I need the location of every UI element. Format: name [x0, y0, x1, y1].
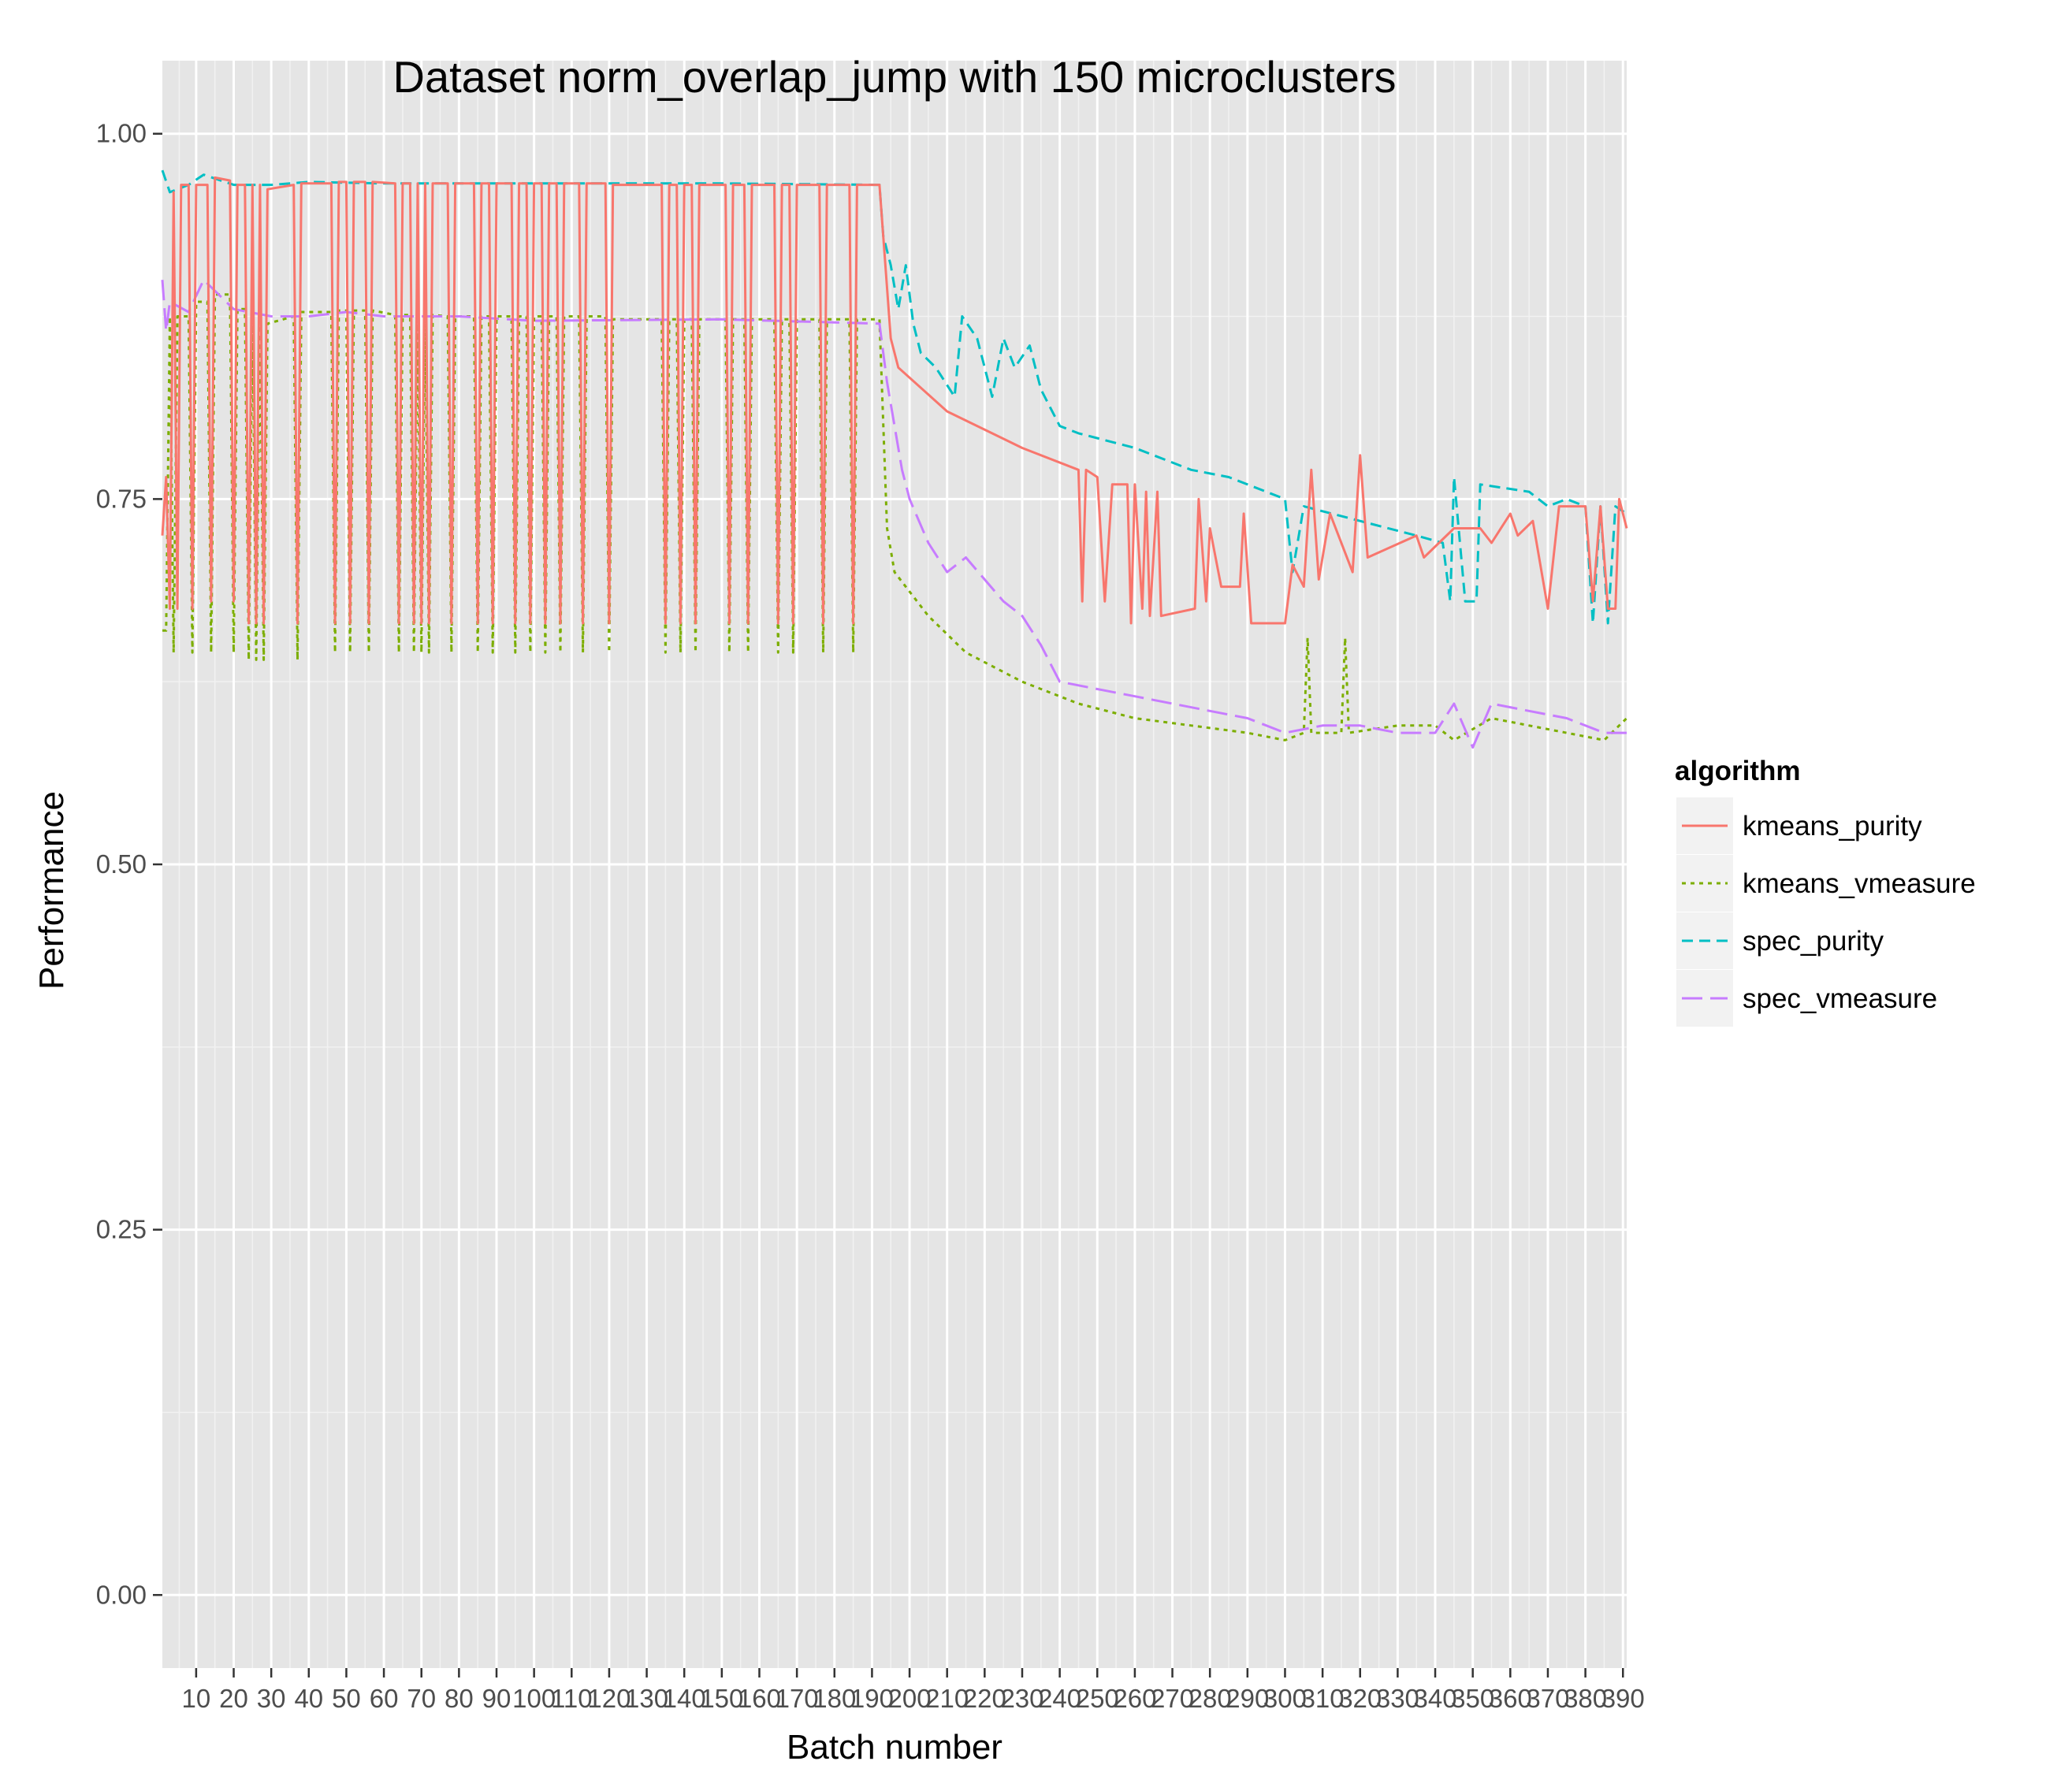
y-tick-label: 0.00 [96, 1580, 147, 1609]
y-tick-label: 1.00 [96, 119, 147, 148]
x-tick-label: 70 [407, 1684, 436, 1713]
legend-label: kmeans_purity [1743, 811, 1922, 842]
x-tick-label: 40 [294, 1684, 323, 1713]
chart-title: Dataset norm_overlap_jump with 150 micro… [393, 52, 1397, 102]
x-tick-label: 310 [1301, 1684, 1345, 1713]
x-tick-label: 260 [1113, 1684, 1156, 1713]
x-tick-label: 60 [370, 1684, 399, 1713]
x-tick-label: 330 [1376, 1684, 1419, 1713]
x-tick-label: 110 [551, 1684, 593, 1713]
legend-label: kmeans_vmeasure [1743, 868, 1976, 899]
x-tick-label: 190 [850, 1684, 894, 1713]
y-tick-label: 0.50 [96, 849, 147, 879]
x-tick-label: 270 [1151, 1684, 1194, 1713]
x-tick-label: 10 [182, 1684, 211, 1713]
series-line-spec-vmeasure [161, 278, 1627, 749]
x-tick-label: 200 [888, 1684, 932, 1713]
x-tick-label: 280 [1189, 1684, 1232, 1713]
x-tick-label: 150 [700, 1684, 743, 1713]
x-tick-label: 30 [257, 1684, 286, 1713]
y-tick-label: 0.25 [96, 1215, 147, 1244]
x-tick-label: 230 [1000, 1684, 1043, 1713]
x-tick-label: 170 [776, 1684, 819, 1713]
x-tick-label: 90 [482, 1684, 511, 1713]
x-tick-label: 300 [1263, 1684, 1307, 1713]
x-tick-label: 350 [1451, 1684, 1494, 1713]
x-tick-label: 380 [1564, 1684, 1607, 1713]
legend-title: algorithm [1675, 756, 1800, 786]
x-tick-label: 20 [219, 1684, 248, 1713]
x-tick-label: 180 [813, 1684, 856, 1713]
series-lines [161, 169, 1628, 749]
x-tick-label: 320 [1338, 1684, 1382, 1713]
series-line-kmeans-purity [161, 176, 1628, 625]
plot-panel [162, 61, 1627, 1668]
y-axis-title: Performance [32, 791, 71, 990]
x-axis-title: Batch number [787, 1728, 1003, 1767]
x-tick-label: 290 [1226, 1684, 1269, 1713]
y-tick-label: 0.75 [96, 484, 147, 513]
x-tick-label: 250 [1076, 1684, 1119, 1713]
x-tick-label: 100 [512, 1684, 556, 1713]
x-tick-label: 390 [1601, 1684, 1645, 1713]
x-tick-label: 120 [587, 1684, 631, 1713]
x-tick-label: 370 [1526, 1684, 1569, 1713]
x-tick-label: 160 [738, 1684, 781, 1713]
x-tick-label: 80 [445, 1684, 474, 1713]
y-axis: 0.00 0.25 0.50 0.75 1.00 [96, 119, 162, 1609]
x-tick-label: 210 [925, 1684, 969, 1713]
x-axis: 10 20 30 40 50 60 70 80 90 1001101201301401501601… [182, 1668, 1645, 1713]
legend-label: spec_vmeasure [1743, 983, 1937, 1014]
x-tick-label: 140 [663, 1684, 706, 1713]
x-tick-label: 220 [963, 1684, 1006, 1713]
legend-label: spec_purity [1743, 926, 1884, 957]
x-tick-label: 50 [332, 1684, 361, 1713]
x-tick-label: 360 [1489, 1684, 1532, 1713]
x-tick-label: 130 [625, 1684, 668, 1713]
x-tick-label: 240 [1038, 1684, 1081, 1713]
legend: algorithm kmeans_purity kmeans_vmeasuresp… [1675, 756, 1976, 1027]
x-tick-label: 340 [1413, 1684, 1456, 1713]
